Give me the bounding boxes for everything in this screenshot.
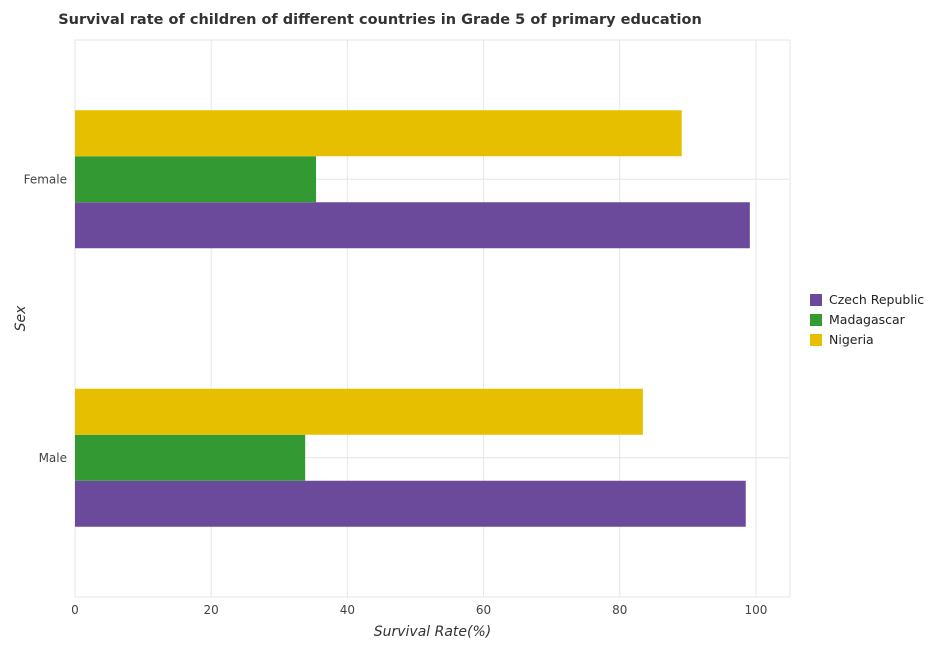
bar-nigeria-female [75, 110, 682, 157]
legend-swatch-madagascar [810, 314, 822, 326]
x-tick-label: 20 [204, 603, 219, 617]
legend-label: Czech Republic [829, 292, 924, 307]
bar-czech-republic-male [75, 480, 746, 527]
x-tick-label: 100 [744, 603, 767, 617]
legend-swatch-nigeria [810, 334, 822, 346]
y-tick-label: Female [24, 172, 67, 186]
legend: Czech Republic Madagascar Nigeria [810, 292, 924, 347]
x-axis-label: Survival Rate(%) [374, 624, 492, 640]
chart-title: Survival rate of children of different c… [58, 12, 702, 28]
bar-czech-republic-female [75, 202, 750, 249]
legend-swatch-czech-republic [810, 294, 822, 306]
bar-madagascar-female [75, 156, 317, 203]
x-tick-label: 40 [340, 603, 355, 617]
bar-nigeria-male [75, 388, 643, 435]
y-tick-label: Male [39, 451, 67, 465]
x-tick-label: 0 [71, 603, 79, 617]
axis-ticks: 0 20 40 60 80 100 Female Male [24, 172, 768, 617]
bars [75, 110, 750, 527]
bar-madagascar-male [75, 434, 306, 481]
x-tick-label: 80 [612, 603, 627, 617]
legend-label: Madagascar [829, 312, 906, 327]
y-axis-label: Sex [13, 305, 29, 332]
legend-label: Nigeria [829, 332, 874, 347]
x-tick-label: 60 [476, 603, 491, 617]
